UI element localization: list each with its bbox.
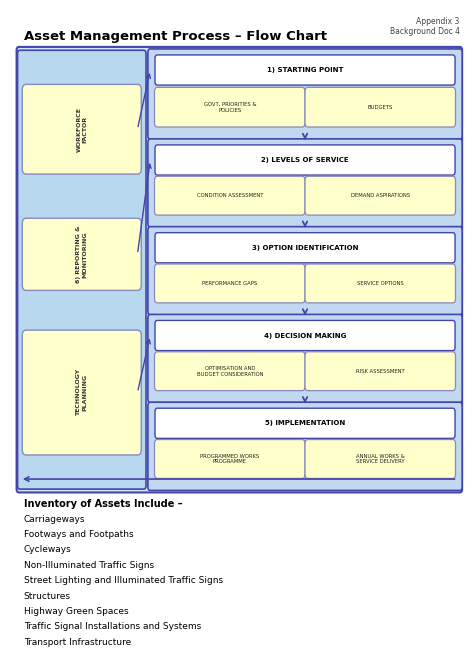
FancyBboxPatch shape xyxy=(22,330,141,455)
FancyBboxPatch shape xyxy=(155,232,455,263)
Text: 2) LEVELS OF SERVICE: 2) LEVELS OF SERVICE xyxy=(261,157,349,163)
Text: Non-Illuminated Traffic Signs: Non-Illuminated Traffic Signs xyxy=(24,561,154,570)
Text: Transport Infrastructure: Transport Infrastructure xyxy=(24,638,131,647)
Text: Street Lighting and Illuminated Traffic Signs: Street Lighting and Illuminated Traffic … xyxy=(24,576,223,585)
Text: ANNUAL WORKS &
SERVICE DELIVERY: ANNUAL WORKS & SERVICE DELIVERY xyxy=(356,454,405,464)
Text: PERFORMANCE GAPS: PERFORMANCE GAPS xyxy=(202,281,257,286)
Text: Inventory of Assets Include –: Inventory of Assets Include – xyxy=(24,499,182,509)
FancyBboxPatch shape xyxy=(305,264,456,303)
FancyBboxPatch shape xyxy=(305,440,456,478)
Text: Traffic Signal Installations and Systems: Traffic Signal Installations and Systems xyxy=(24,622,201,631)
FancyBboxPatch shape xyxy=(148,402,462,490)
Text: RISK ASSESSMENT: RISK ASSESSMENT xyxy=(356,369,405,374)
Text: 4) DECISION MAKING: 4) DECISION MAKING xyxy=(264,332,346,338)
Text: Carriageways: Carriageways xyxy=(24,515,85,523)
Text: Footways and Footpaths: Footways and Footpaths xyxy=(24,530,133,539)
Text: GOVT, PRIORITIES &
POLICIES: GOVT, PRIORITIES & POLICIES xyxy=(203,102,256,113)
Text: SERVICE OPTIONS: SERVICE OPTIONS xyxy=(357,281,404,286)
Text: Cycleways: Cycleways xyxy=(24,545,72,554)
FancyBboxPatch shape xyxy=(155,264,305,303)
Text: 6) REPORTING &
MONITORING: 6) REPORTING & MONITORING xyxy=(76,226,87,283)
FancyBboxPatch shape xyxy=(148,139,462,227)
FancyBboxPatch shape xyxy=(22,218,141,290)
Text: Asset Management Process – Flow Chart: Asset Management Process – Flow Chart xyxy=(24,30,327,43)
FancyBboxPatch shape xyxy=(18,50,146,489)
Text: Appendix 3
Background Doc 4: Appendix 3 Background Doc 4 xyxy=(390,17,460,36)
Text: DEMAND ASPIRATIONS: DEMAND ASPIRATIONS xyxy=(351,193,410,198)
FancyBboxPatch shape xyxy=(155,55,455,85)
FancyBboxPatch shape xyxy=(155,87,305,127)
FancyBboxPatch shape xyxy=(148,314,462,403)
FancyBboxPatch shape xyxy=(148,226,462,315)
FancyBboxPatch shape xyxy=(17,47,462,492)
Text: 1) STARTING POINT: 1) STARTING POINT xyxy=(267,67,343,73)
Text: WORKFORCE
FACTOR: WORKFORCE FACTOR xyxy=(76,107,87,151)
FancyBboxPatch shape xyxy=(22,84,141,174)
FancyBboxPatch shape xyxy=(305,352,456,391)
FancyBboxPatch shape xyxy=(148,49,462,139)
Text: 3) OPTION IDENTIFICATION: 3) OPTION IDENTIFICATION xyxy=(252,245,358,251)
FancyBboxPatch shape xyxy=(155,145,455,175)
Text: Highway Green Spaces: Highway Green Spaces xyxy=(24,607,128,616)
FancyBboxPatch shape xyxy=(155,352,305,391)
FancyBboxPatch shape xyxy=(155,408,455,438)
Text: Structures: Structures xyxy=(24,592,71,600)
FancyBboxPatch shape xyxy=(155,440,305,478)
Text: TECHNOLOGY
PLANNING: TECHNOLOGY PLANNING xyxy=(76,369,87,416)
FancyBboxPatch shape xyxy=(155,320,455,350)
Text: CONDITION ASSESSMENT: CONDITION ASSESSMENT xyxy=(197,193,263,198)
FancyBboxPatch shape xyxy=(155,176,305,215)
FancyBboxPatch shape xyxy=(305,87,456,127)
FancyBboxPatch shape xyxy=(305,176,456,215)
Text: 5) IMPLEMENTATION: 5) IMPLEMENTATION xyxy=(265,420,345,426)
Text: OPTIMISATION AND
BUDGET CONSIDERATION: OPTIMISATION AND BUDGET CONSIDERATION xyxy=(197,366,263,377)
Text: BUDGETS: BUDGETS xyxy=(367,105,393,110)
Text: PROGRAMMED WORKS
PROGRAMME: PROGRAMMED WORKS PROGRAMME xyxy=(200,454,259,464)
